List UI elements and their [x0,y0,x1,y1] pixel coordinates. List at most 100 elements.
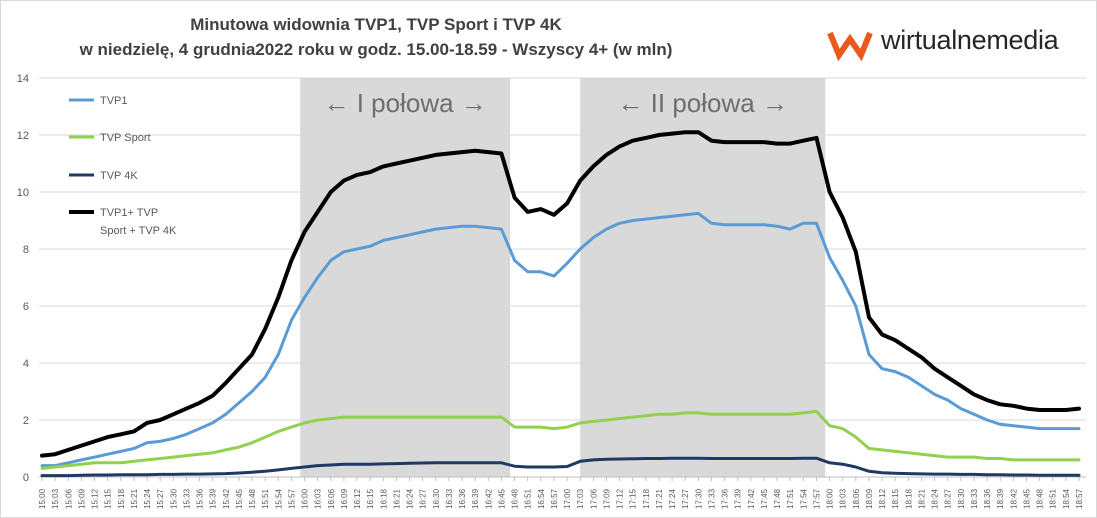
y-tick-label: 8 [23,244,29,256]
x-tick-label: 15:42 [222,488,231,509]
y-tick-label: 10 [17,187,29,199]
brand-name: wirtualnemedia [881,25,1059,55]
x-tick-label: 15:45 [235,488,244,509]
chart-title-line-1: Minutowa widownia TVP1, TVP Sport i TVP … [190,15,562,34]
x-tick-label: 18:39 [996,488,1005,509]
x-tick-label: 17:33 [707,488,716,509]
x-tick-label: 15:54 [274,488,283,509]
x-tick-label: 18:45 [1022,488,1031,509]
y-tick-label: 14 [17,73,29,85]
x-tick-label: 18:36 [983,488,992,509]
x-tick-label: 18:27 [944,488,953,509]
x-tick-label: 17:57 [812,488,821,509]
x-tick-label: 17:27 [681,488,690,509]
x-tick-label: 15:30 [169,488,178,509]
x-tick-label: 18:09 [865,488,874,509]
x-tick-label: 16:30 [432,488,441,509]
series-line-4 [40,130,1081,458]
x-tick-label: 17:09 [602,488,611,509]
x-tick-label: 15:21 [130,488,139,509]
x-tick-label: 17:21 [655,488,664,509]
half-label-1: ← I połowa → [324,88,487,118]
x-tick-label: 15:24 [143,488,152,509]
y-tick-label: 4 [23,358,29,370]
x-tick-label: 17:51 [786,488,795,509]
x-tick-label: 15:06 [64,488,73,509]
x-tick-label: 18:15 [891,488,900,509]
series-line-1 [40,211,1081,468]
brand-logo-icon [827,31,873,61]
x-tick-label: 15:36 [196,488,205,509]
x-tick-label: 18:51 [1049,488,1058,509]
x-tick-label: 17:36 [721,488,730,509]
y-tick-label: 2 [23,415,29,427]
x-tick-label: 17:30 [694,488,703,509]
x-tick-label: 15:51 [261,488,270,509]
x-tick-label: 16:15 [366,488,375,509]
x-tick-label: 16:48 [511,488,520,509]
x-tick-label: 16:45 [497,488,506,509]
x-tick-label: 16:36 [458,488,467,509]
x-tick-label: 16:09 [340,488,349,509]
x-tick-label: 17:15 [629,488,638,509]
x-tick-label: 17:39 [734,488,743,509]
x-tick-label: 16:06 [327,488,336,509]
x-tick-label: 15:48 [248,488,257,509]
x-tick-label: 17:42 [747,488,756,509]
x-tick-label: 17:03 [576,488,585,509]
x-tick-label: 18:48 [1036,488,1045,509]
x-tick-label: 15:39 [209,488,218,509]
x-tick-label: 16:18 [379,488,388,509]
x-tick-label: 18:42 [1009,488,1018,509]
x-tick-label: 18:00 [826,488,835,509]
x-tick-label: 15:03 [51,488,60,509]
x-tick-label: 15:33 [182,488,191,509]
y-tick-label: 6 [23,301,29,313]
x-tick-label: 18:30 [957,488,966,509]
x-tick-label: 18:03 [839,488,848,509]
x-tick-label: 16:42 [484,488,493,509]
x-tick-label: 15:09 [77,488,86,509]
x-tick-label: 16:51 [524,488,533,509]
x-tick-label: 17:45 [760,488,769,509]
x-tick-label: 16:33 [445,488,454,509]
x-tick-label: 17:18 [642,488,651,509]
x-tick-label: 15:00 [38,488,47,509]
x-tick-label: 15:27 [156,488,165,509]
y-tick-label: 12 [17,130,29,142]
x-tick-label: 15:18 [117,488,126,509]
series-line-2 [40,409,1081,470]
x-tick-label: 16:27 [419,488,428,509]
x-tick-label: 18:18 [904,488,913,509]
half-label-2: ← II połowa → [617,88,788,118]
brand-logo: wirtualnemedia [827,23,1077,63]
chart-title-line-2: w niedzielę, 4 grudnia2022 roku w godz. … [79,40,673,59]
x-tick-label: 15:15 [104,488,113,509]
x-tick-label: 16:24 [406,488,415,509]
x-tick-label: 18:33 [970,488,979,509]
x-tick-label: 16:21 [392,488,401,509]
x-tick-label: 18:06 [852,488,861,509]
x-tick-label: 16:39 [471,488,480,509]
legend-label-2: TVP Sport [100,132,151,144]
legend-label-4: TVP1+ TVP [100,207,158,219]
x-tick-label: 17:24 [668,488,677,509]
legend-label-1: TVP1 [100,95,128,107]
x-tick-label: 17:48 [773,488,782,509]
x-tick-label: 17:54 [799,488,808,509]
x-tick-label: 15:57 [287,488,296,509]
legend-label-4: Sport + TVP 4K [100,225,177,237]
legend-label-3: TVP 4K [100,170,138,182]
series-line-3 [40,456,1081,478]
x-tick-label: 17:12 [616,488,625,509]
x-tick-label: 17:00 [563,488,572,509]
x-tick-label: 16:57 [550,488,559,509]
x-tick-label: 16:54 [537,488,546,509]
x-tick-label: 16:12 [353,488,362,509]
x-tick-label: 18:21 [917,488,926,509]
x-tick-label: 15:12 [91,488,100,509]
x-tick-label: 18:57 [1075,488,1084,509]
half-band-1 [300,78,511,477]
